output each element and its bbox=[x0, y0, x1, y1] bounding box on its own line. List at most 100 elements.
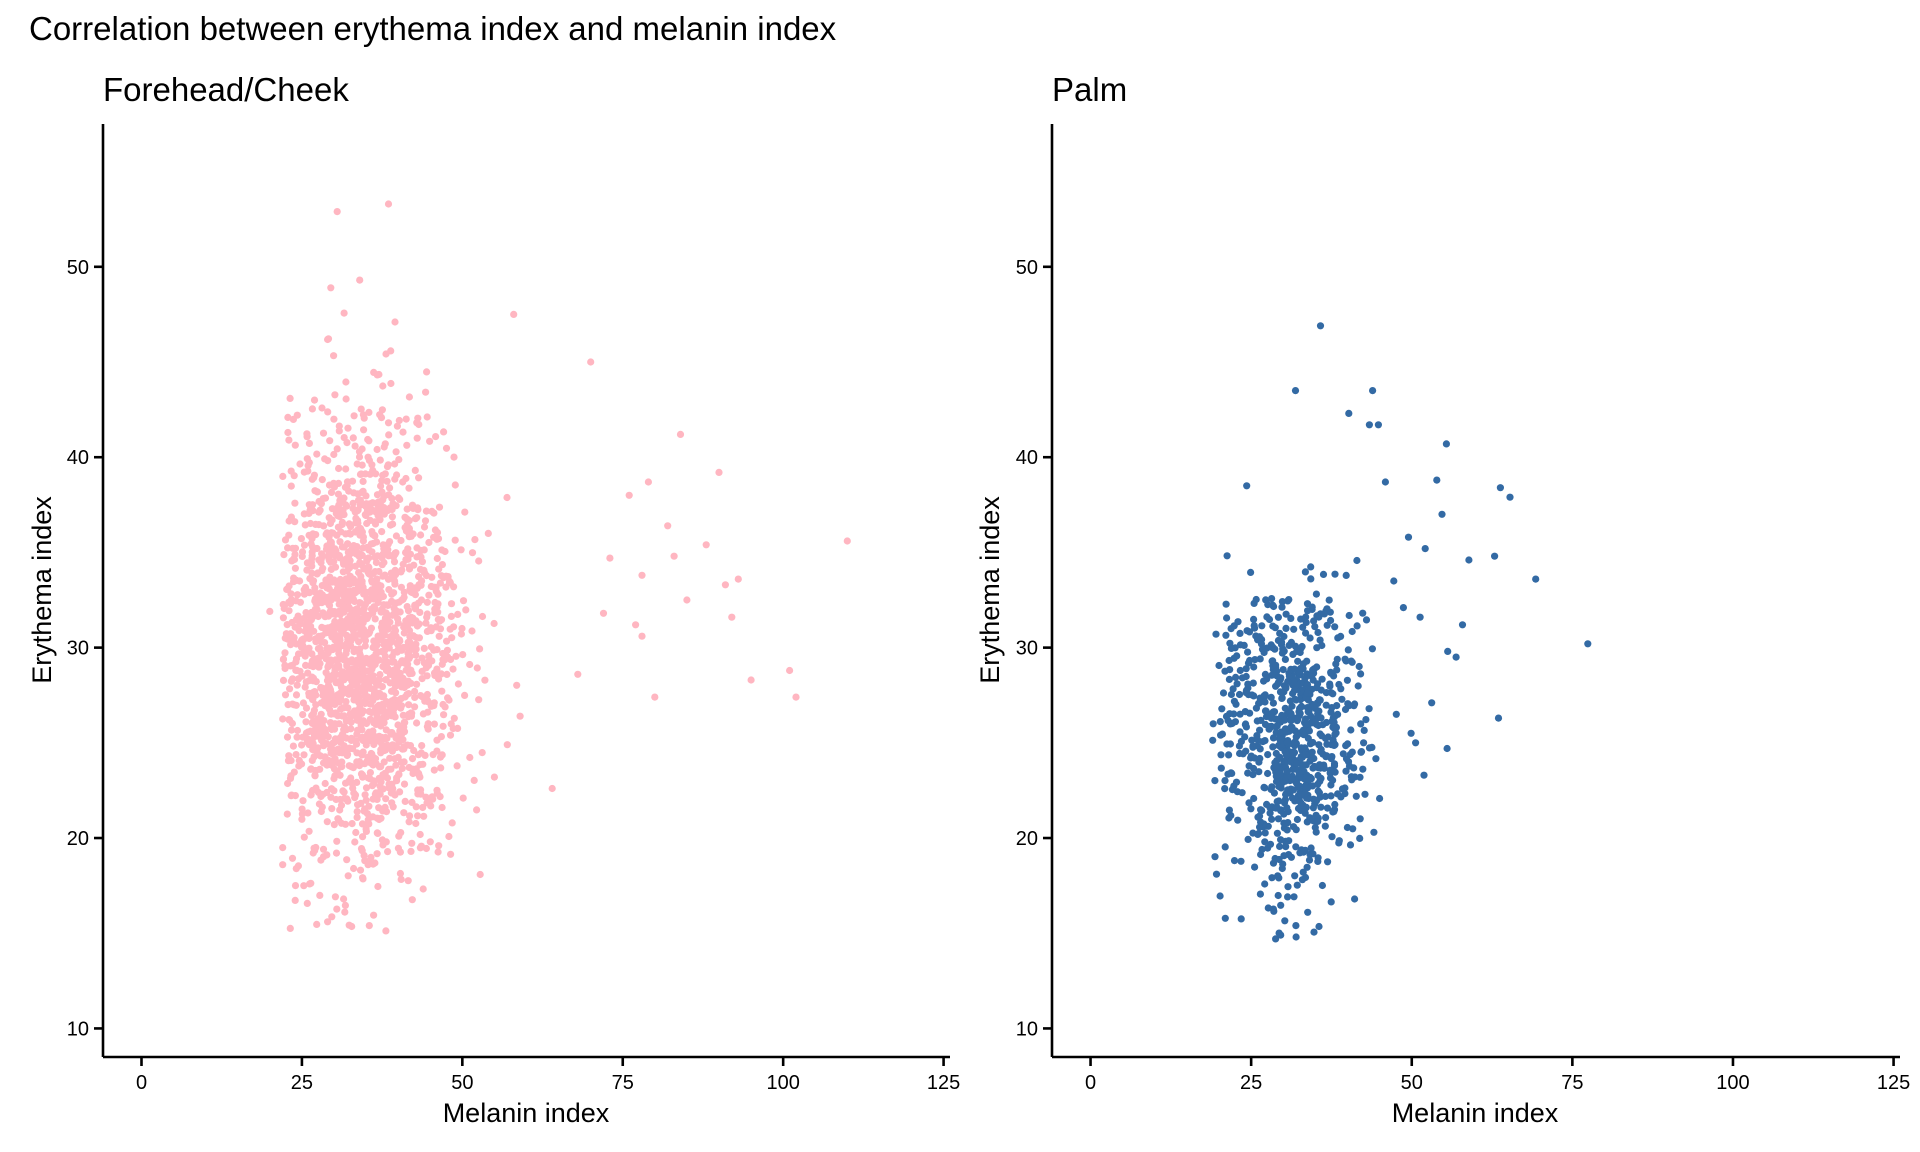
data-point bbox=[341, 685, 349, 694]
data-point bbox=[1328, 833, 1336, 841]
data-point bbox=[366, 502, 374, 510]
data-point bbox=[358, 671, 366, 679]
data-point bbox=[721, 581, 730, 589]
data-point bbox=[266, 607, 274, 616]
data-point bbox=[355, 708, 363, 716]
data-point bbox=[370, 754, 378, 762]
data-point bbox=[293, 733, 301, 741]
data-point bbox=[328, 805, 336, 813]
data-point bbox=[1251, 656, 1259, 664]
data-point bbox=[1245, 799, 1253, 807]
data-point bbox=[334, 745, 342, 753]
data-point bbox=[1256, 890, 1264, 898]
x-tick-label: 125 bbox=[927, 1072, 960, 1094]
y-tick-label: 50 bbox=[1016, 257, 1038, 279]
data-point bbox=[1251, 624, 1259, 632]
data-point bbox=[1299, 761, 1308, 769]
data-point bbox=[316, 765, 324, 773]
data-point bbox=[354, 582, 362, 590]
x-axis-label-palm: Melanin index bbox=[1392, 1098, 1559, 1128]
data-point bbox=[1280, 819, 1288, 827]
data-point bbox=[1281, 655, 1289, 664]
data-point bbox=[379, 592, 387, 601]
data-point bbox=[345, 551, 353, 560]
data-point bbox=[359, 537, 367, 545]
data-point bbox=[1309, 666, 1317, 674]
data-point bbox=[308, 650, 316, 658]
data-point bbox=[330, 450, 338, 459]
data-point bbox=[1355, 662, 1363, 671]
data-point bbox=[1343, 676, 1351, 684]
data-point bbox=[1323, 621, 1331, 629]
data-point bbox=[1225, 675, 1233, 684]
data-point bbox=[365, 922, 373, 930]
data-point bbox=[359, 619, 367, 627]
data-point bbox=[1330, 741, 1338, 750]
data-point bbox=[347, 523, 355, 531]
data-point bbox=[307, 540, 315, 548]
data-point bbox=[333, 837, 341, 845]
data-point bbox=[336, 771, 344, 779]
data-point bbox=[1232, 673, 1240, 682]
data-point bbox=[291, 564, 299, 572]
data-point bbox=[380, 758, 388, 766]
data-point bbox=[408, 669, 416, 678]
data-point bbox=[427, 582, 435, 591]
data-point bbox=[1269, 743, 1277, 751]
data-point bbox=[1302, 629, 1310, 637]
data-point bbox=[1359, 765, 1367, 773]
data-point bbox=[284, 544, 292, 552]
data-point bbox=[380, 657, 389, 666]
data-point bbox=[423, 613, 431, 621]
x-tick-label: 125 bbox=[1877, 1072, 1910, 1094]
data-point bbox=[405, 484, 413, 492]
data-point bbox=[373, 445, 381, 454]
data-point bbox=[1337, 632, 1345, 641]
data-point bbox=[388, 729, 396, 738]
data-point bbox=[1327, 668, 1335, 676]
data-point bbox=[289, 742, 297, 750]
data-point bbox=[372, 760, 380, 768]
data-point bbox=[399, 560, 407, 568]
data-point bbox=[510, 310, 518, 318]
data-point bbox=[1270, 907, 1278, 915]
data-point bbox=[365, 437, 373, 445]
data-point bbox=[379, 785, 387, 793]
data-point bbox=[285, 607, 293, 615]
data-point bbox=[475, 557, 483, 565]
data-point bbox=[378, 528, 386, 536]
data-point bbox=[299, 711, 307, 719]
data-point bbox=[361, 511, 369, 519]
data-point bbox=[664, 522, 672, 530]
data-point bbox=[423, 598, 431, 606]
y-tick-label: 30 bbox=[67, 638, 89, 660]
data-point bbox=[384, 848, 392, 856]
data-point bbox=[354, 519, 362, 527]
data-point bbox=[1348, 627, 1356, 636]
data-point bbox=[391, 318, 399, 326]
data-point bbox=[391, 702, 399, 711]
data-point bbox=[1209, 720, 1217, 728]
data-point bbox=[356, 550, 364, 558]
data-point bbox=[1303, 771, 1311, 780]
data-point bbox=[1303, 681, 1312, 689]
data-point bbox=[1313, 684, 1321, 692]
data-point bbox=[451, 536, 459, 544]
data-point bbox=[1296, 849, 1304, 857]
y-ticks-forehead-cheek: 10 20 30 40 50 bbox=[67, 257, 103, 1040]
data-point bbox=[413, 434, 421, 442]
data-point bbox=[1297, 702, 1306, 711]
data-point bbox=[343, 856, 351, 864]
data-point bbox=[1338, 695, 1346, 703]
data-point bbox=[360, 414, 368, 422]
data-point bbox=[490, 773, 498, 781]
data-point bbox=[354, 726, 362, 734]
data-point bbox=[326, 437, 334, 445]
data-point bbox=[365, 731, 373, 740]
data-point bbox=[422, 619, 430, 627]
data-point bbox=[340, 656, 348, 664]
data-point bbox=[359, 477, 367, 485]
data-point bbox=[1323, 804, 1332, 812]
data-point bbox=[1359, 609, 1367, 617]
data-point bbox=[324, 612, 333, 620]
